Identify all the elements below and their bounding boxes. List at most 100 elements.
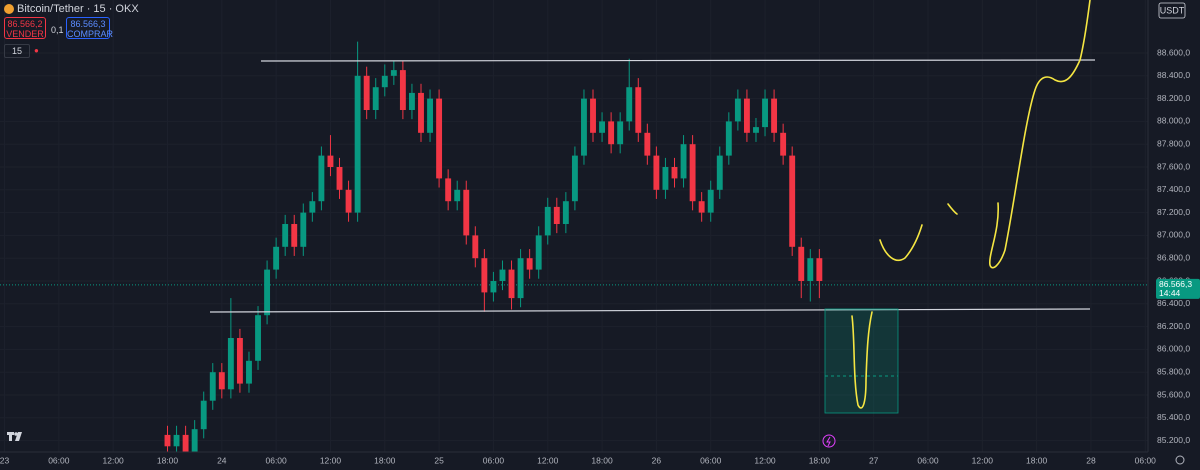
candle-body — [535, 235, 542, 270]
logo-part — [15, 432, 22, 441]
candle-body — [698, 201, 705, 213]
candle-body — [390, 70, 397, 76]
candle-body — [345, 189, 352, 213]
y-tick-label: 85.600,0 — [1157, 389, 1190, 399]
candle-body — [300, 212, 307, 247]
support-line — [209, 308, 1091, 313]
candle-body — [463, 189, 470, 236]
x-tick-label: 18:00 — [809, 455, 831, 465]
header: Bitcoin/Tether · 15 · OKX 86.566,2 VENDE… — [0, 0, 220, 60]
x-tick-label: 12:00 — [537, 455, 559, 465]
grid — [0, 284, 1148, 286]
interval[interactable]: 15 — [4, 44, 30, 58]
price-axis — [1148, 0, 1200, 470]
x-tick-label: 18:00 — [1026, 455, 1048, 465]
y-tick-label: 86.800,0 — [1157, 252, 1190, 262]
candle-body — [246, 360, 252, 384]
candle-body — [236, 338, 243, 384]
price-tag: 86.566,314:44 — [1156, 278, 1200, 299]
candle-body — [363, 75, 370, 111]
candle-body — [734, 98, 741, 122]
y-tick-label: 87.000,0 — [1157, 230, 1190, 240]
candle-body — [381, 75, 388, 88]
candle-body — [635, 87, 642, 133]
y-tick-label: 85.400,0 — [1157, 412, 1190, 422]
candle-body — [427, 98, 433, 133]
candle-body — [508, 269, 515, 299]
candle-body — [436, 98, 443, 179]
logo-part — [14, 432, 18, 436]
price-tag-value: 86.566,3 — [1159, 279, 1192, 289]
candle-body — [490, 281, 497, 293]
freehand-path — [947, 203, 958, 215]
time-axis — [0, 452, 1148, 470]
buy-price: 86.566,3 — [70, 19, 106, 29]
candle-body — [445, 178, 452, 202]
y-tick-label: 87.600,0 — [1157, 161, 1190, 171]
settings-icon[interactable] — [1175, 455, 1185, 465]
candle-body — [617, 121, 624, 145]
candle-body — [227, 338, 234, 390]
candle-body — [255, 315, 261, 361]
candle-body — [454, 189, 461, 202]
candle-body — [472, 235, 479, 259]
currency: USDT — [1160, 5, 1185, 15]
y-tick-label: 87.800,0 — [1157, 138, 1190, 148]
candle-body — [716, 155, 723, 190]
x-tick-label: 25 — [434, 455, 444, 465]
candle-body — [517, 258, 524, 299]
x-tick-label: 06:00 — [483, 455, 505, 465]
candle-body — [418, 92, 424, 133]
logo — [7, 432, 22, 441]
candle-body — [753, 127, 759, 133]
candle-body — [526, 258, 533, 270]
candle-body — [599, 121, 606, 133]
y-tick-label: 88.600,0 — [1157, 47, 1190, 57]
candle-body — [671, 167, 678, 179]
candle-body — [544, 206, 551, 236]
candle-body — [291, 224, 298, 247]
sell-button[interactable]: 86.566,2 VENDER — [4, 17, 46, 39]
x-tick-label: 26 — [652, 455, 662, 465]
coin-icon — [4, 4, 14, 14]
freehand-path — [879, 224, 923, 262]
y-tick-label: 87.200,0 — [1157, 207, 1190, 217]
freehand-path — [989, 0, 1091, 269]
x-tick-label: 12:00 — [754, 455, 776, 465]
candle-body — [182, 434, 189, 452]
x-tick-label: 06:00 — [700, 455, 722, 465]
candle-body — [309, 201, 316, 213]
x-tick-label: 12:00 — [103, 455, 125, 465]
y-tick-label: 88.400,0 — [1157, 70, 1190, 80]
x-tick-label: 12:00 — [320, 455, 342, 465]
x-tick-label: 18:00 — [591, 455, 613, 465]
candle-body — [191, 429, 198, 452]
candle-body — [264, 269, 271, 316]
events-icon[interactable] — [822, 434, 836, 448]
candle-body — [653, 155, 660, 190]
y-tick-label: 88.200,0 — [1157, 93, 1190, 103]
candle-body — [209, 372, 216, 401]
alert-dot: ● — [34, 46, 39, 55]
buy-button[interactable]: 86.566,3 COMPRAR — [66, 17, 114, 39]
currency-box[interactable] — [1158, 2, 1186, 19]
zone-box — [824, 308, 899, 414]
candle-body — [327, 155, 334, 168]
candle-body — [780, 132, 787, 156]
candle-body — [273, 246, 280, 270]
y-tick-label: 86.200,0 — [1157, 321, 1190, 331]
y-tick-label: 85.200,0 — [1157, 435, 1190, 445]
y-tick-label: 86.400,0 — [1157, 298, 1190, 308]
x-tick-label: 18:00 — [374, 455, 396, 465]
candle-body — [318, 155, 325, 202]
buy-label: COMPRAR — [67, 29, 114, 39]
candle-body — [807, 258, 814, 282]
logo-part — [9, 432, 12, 441]
candle-body — [399, 70, 406, 111]
sell-price: 86.566,2 — [7, 19, 43, 29]
y-tick-label: 85.800,0 — [1157, 366, 1190, 376]
events-icon-bolt — [826, 436, 831, 447]
candle-body — [553, 206, 560, 225]
candle-body — [626, 87, 633, 122]
